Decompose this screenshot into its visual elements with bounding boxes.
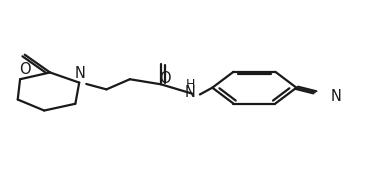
- Text: O: O: [159, 71, 171, 86]
- Text: N: N: [331, 89, 342, 105]
- Text: H: H: [185, 78, 195, 91]
- Text: N: N: [185, 85, 196, 100]
- Text: O: O: [19, 62, 31, 77]
- Text: N: N: [75, 66, 86, 81]
